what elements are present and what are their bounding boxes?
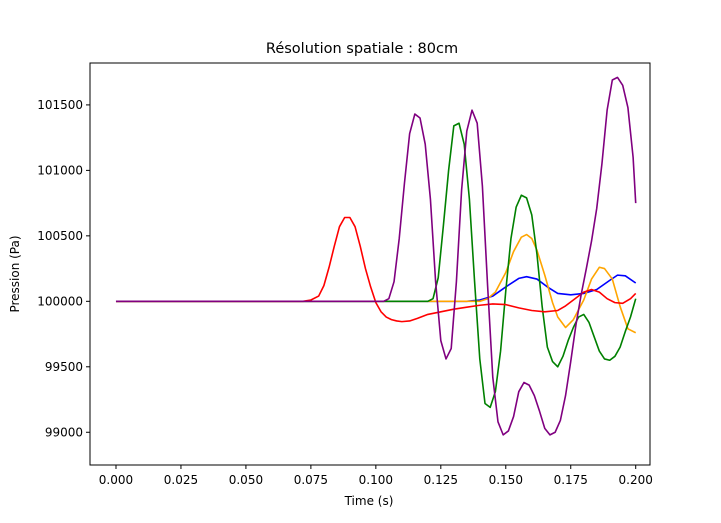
x-tick-label: 0.075 <box>294 473 328 487</box>
x-axis-title: Time (s) <box>344 494 394 508</box>
series-line-1 <box>115 274 637 303</box>
x-tick-label: 0.100 <box>359 473 393 487</box>
y-tick-label: 99000 <box>45 425 83 439</box>
x-tick-label: 0.200 <box>619 473 653 487</box>
y-axis-title: Pression (Pa) <box>8 235 22 312</box>
axis-ticks: 0.000 0.025 0.050 0.075 0.100 0.125 0.150 0.175… <box>37 98 653 487</box>
y-tick-label: 101000 <box>37 163 83 177</box>
y-tick-label: 101500 <box>37 98 83 112</box>
series-group <box>115 76 637 436</box>
chart-title: Résolution spatiale : 80cm <box>266 41 458 57</box>
x-tick-label: 0.050 <box>229 473 263 487</box>
x-tick-label: 0.000 <box>99 473 133 487</box>
x-tick-label: 0.175 <box>554 473 588 487</box>
series-line-2 <box>115 233 637 334</box>
x-tick-label: 0.025 <box>164 473 198 487</box>
y-tick-label: 99500 <box>45 360 83 374</box>
x-tick-label: 0.125 <box>424 473 458 487</box>
series-line-3 <box>115 122 637 409</box>
series-line-4 <box>115 216 637 323</box>
series-line-5 <box>115 76 637 436</box>
plot-frame <box>89 62 651 466</box>
y-tick-label: 100500 <box>37 229 83 243</box>
y-tick-label: 100000 <box>37 294 83 308</box>
x-tick-label: 0.150 <box>489 473 523 487</box>
